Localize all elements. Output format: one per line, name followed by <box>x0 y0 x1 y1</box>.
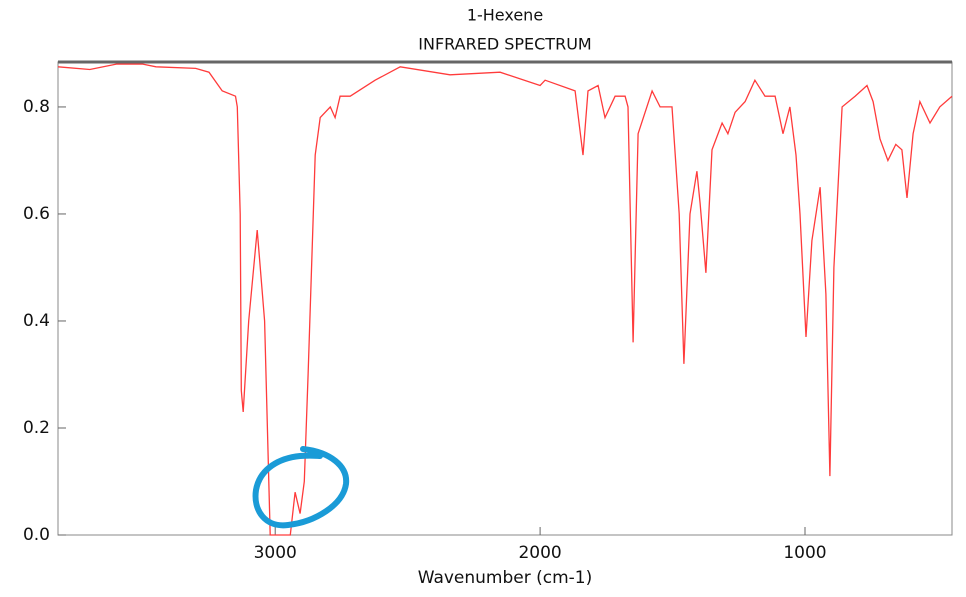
spectrum-line <box>57 63 953 536</box>
x-tick-label: 2000 <box>518 543 561 563</box>
y-tick-label: 0.8 <box>23 97 50 117</box>
chart-title: 1-Hexene <box>467 6 543 25</box>
y-tick-label: 0.4 <box>23 311 50 331</box>
y-tick-label: 0.0 <box>23 525 50 545</box>
x-tick-label: 3000 <box>254 543 297 563</box>
y-tick-label: 0.2 <box>23 418 50 438</box>
hand-drawn-circle <box>252 446 350 529</box>
y-tick-label: 0.6 <box>23 204 50 224</box>
x-tick-label: 1000 <box>783 543 826 563</box>
plot-frame <box>57 61 953 536</box>
x-axis-label: Wavenumber (cm-1) <box>418 568 593 588</box>
chart-subtitle: INFRARED SPECTRUM <box>418 35 591 54</box>
